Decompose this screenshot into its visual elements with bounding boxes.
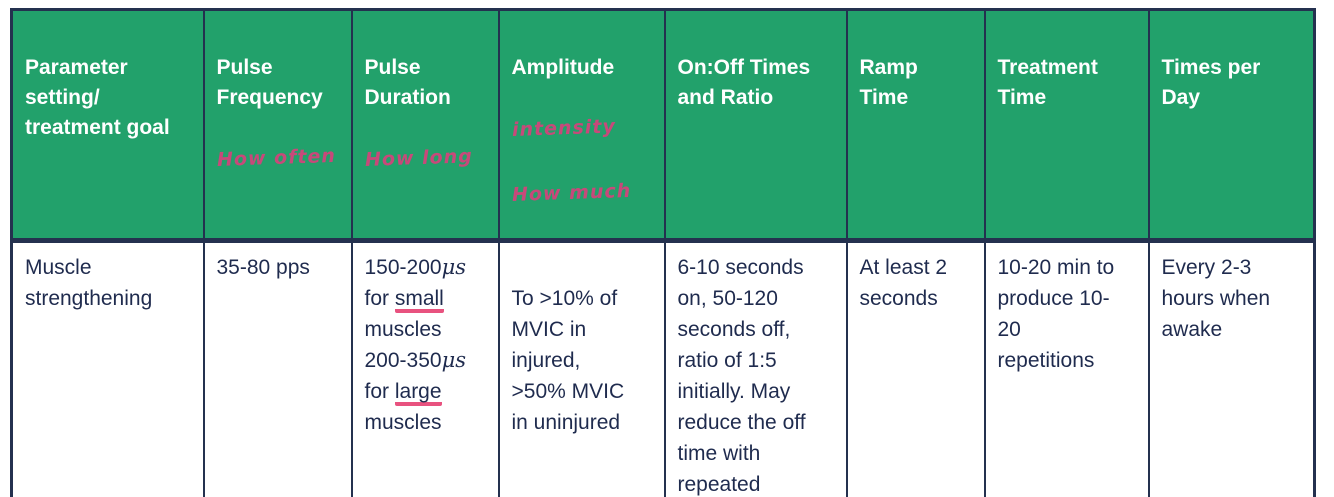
header-label: Times per Day xyxy=(1161,56,1261,109)
header-label: Amplitude xyxy=(511,56,615,79)
header-label: Parameter setting/ treatment goal xyxy=(25,56,170,139)
handwritten-note-line: max voluntary xyxy=(511,493,657,497)
header-pulse-frequency: Pulse Frequency How often xyxy=(202,8,353,243)
handwritten-note-mvic: max voluntary isometric contraction xyxy=(510,471,658,497)
header-amplitude: Amplitude intensity How much xyxy=(497,8,666,243)
cell-times-per-day: Every 2-3 hours when awake xyxy=(1147,239,1316,497)
header-label: Pulse Frequency xyxy=(216,56,323,109)
header-label: On:Off Times and Ratio xyxy=(677,56,811,109)
header-pulse-duration: Pulse Duration How long xyxy=(350,8,500,243)
pulse-duration-text: for xyxy=(364,287,390,310)
cell-pulse-duration: 150-200μs for small muscles 200-350μs fo… xyxy=(350,239,500,497)
header-parameter-setting-goal: Parameter setting/ treatment goal xyxy=(10,8,205,243)
cell-onoff-times-ratio: 6-10 seconds on, 50-120 seconds off, rat… xyxy=(663,239,848,497)
microseconds-symbol: μs xyxy=(441,348,467,372)
header-label: Pulse Duration xyxy=(364,56,451,109)
handwritten-note-how-long: How long xyxy=(364,145,473,171)
header-onoff-times-ratio: On:Off Times and Ratio xyxy=(663,8,848,243)
amplitude-text: To >10% of MVIC in injured, >50% MVIC in… xyxy=(511,287,625,434)
cell-ramp-time: At least 2 seconds xyxy=(845,239,986,497)
handwritten-note-how-much: How much xyxy=(511,179,632,206)
handwritten-note-intensity: intensity xyxy=(511,115,616,141)
header-ramp-time: Ramp Time xyxy=(845,8,986,243)
pulse-duration-text: 150-200 xyxy=(364,256,442,279)
pulse-duration-text: muscles xyxy=(364,411,442,434)
header-times-per-day: Times per Day xyxy=(1147,8,1316,243)
cell-pulse-frequency: 35-80 pps xyxy=(202,239,353,497)
handwritten-note-how-often: How often xyxy=(216,144,336,171)
pulse-duration-text: muscles 200-350 xyxy=(364,318,442,372)
cell-amplitude: To >10% of MVIC in injured, >50% MVIC in… xyxy=(497,239,666,497)
microseconds-symbol: μs xyxy=(441,255,467,279)
cell-treatment-time: 10-20 min to produce 10- 20 repetitions xyxy=(983,239,1150,497)
parameters-table: Parameter setting/ treatment goal Pulse … xyxy=(10,8,1316,497)
table-header-row: Parameter setting/ treatment goal Pulse … xyxy=(10,8,1316,243)
header-treatment-time: Treatment Time xyxy=(983,8,1150,243)
header-label: Treatment Time xyxy=(997,56,1098,109)
pulse-duration-text: for xyxy=(364,380,390,403)
table-row: Muscle strengthening 35-80 pps 150-200μs… xyxy=(10,239,1316,497)
header-label: Ramp Time xyxy=(859,56,918,109)
underlined-word-small: small xyxy=(394,287,444,313)
cell-treatment-goal: Muscle strengthening xyxy=(10,239,205,497)
underlined-word-large: large xyxy=(394,380,442,406)
